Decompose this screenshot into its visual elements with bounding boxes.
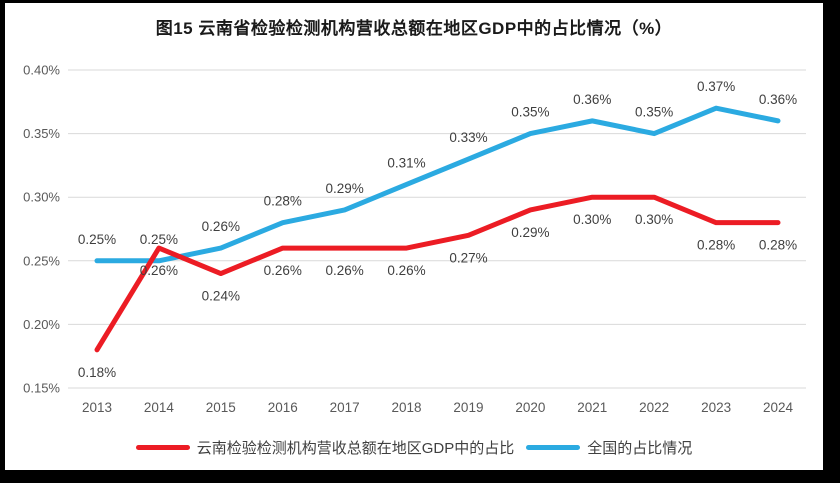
y-tick-label: 0.25% — [23, 253, 60, 268]
national-data-label: 0.25% — [140, 232, 178, 247]
yunnan-data-label: 0.26% — [140, 263, 178, 278]
x-tick-label: 2013 — [82, 400, 112, 415]
y-tick-label: 0.15% — [23, 381, 60, 396]
national-data-label: 0.25% — [78, 232, 116, 247]
legend-label-yunnan: 云南检验检测机构营收总额在地区GDP中的占比 — [196, 439, 515, 457]
x-tick-label: 2019 — [453, 400, 483, 415]
legend-label-national: 全国的占比情况 — [587, 439, 693, 457]
national-data-label: 0.33% — [449, 130, 487, 145]
y-tick-label: 0.20% — [23, 317, 60, 332]
x-tick-label: 2022 — [639, 400, 669, 415]
y-tick-label: 0.35% — [23, 126, 60, 141]
x-tick-label: 2020 — [515, 400, 545, 415]
line-chart: 0.40% 0.35% 0.30% 0.25% 0.20% 0.15% 2013 2014 20… — [23, 63, 806, 415]
legend-item-national: 全国的占比情况 — [526, 437, 692, 458]
national-data-label: 0.36% — [759, 92, 797, 107]
national-data-label: 0.35% — [635, 105, 673, 120]
yunnan-data-label: 0.28% — [697, 238, 735, 253]
yunnan-data-label: 0.26% — [264, 263, 302, 278]
yunnan-data-label: 0.27% — [449, 250, 487, 265]
yunnan-data-label: 0.30% — [635, 212, 673, 227]
national-series-line — [94, 105, 781, 264]
x-tick-label: 2018 — [392, 400, 422, 415]
x-tick-label: 2021 — [577, 400, 607, 415]
x-tick-label: 2014 — [144, 400, 175, 415]
yunnan-series-swatch — [135, 444, 190, 450]
national-data-label: 0.36% — [573, 92, 611, 107]
national-data-label: 0.35% — [511, 105, 549, 120]
x-tick-label: 2023 — [701, 400, 731, 415]
yunnan-data-label: 0.28% — [759, 238, 797, 253]
chart-panel: 图15 云南省检验检测机构营收总额在地区GDP中的占比情况（%） 0.40% 0.… — [5, 3, 823, 470]
legend-item-yunnan: 云南检验检测机构营收总额在地区GDP中的占比 — [135, 437, 515, 458]
national-series-swatch — [526, 444, 581, 450]
chart-legend: 云南检验检测机构营收总额在地区GDP中的占比 全国的占比情况 — [5, 435, 823, 459]
x-tick-label: 2017 — [330, 400, 360, 415]
yunnan-data-label: 0.18% — [78, 365, 116, 380]
national-data-label: 0.31% — [387, 155, 425, 170]
yunnan-data-label: 0.24% — [202, 289, 240, 304]
national-data-label: 0.28% — [264, 194, 302, 209]
x-tick-label: 2016 — [268, 400, 298, 415]
x-tick-label: 2015 — [206, 400, 236, 415]
yunnan-data-label: 0.29% — [511, 225, 549, 240]
national-data-label: 0.29% — [325, 181, 363, 196]
y-tick-label: 0.30% — [23, 190, 60, 205]
yunnan-data-label: 0.26% — [325, 263, 363, 278]
yunnan-series-line — [94, 194, 781, 353]
y-tick-label: 0.40% — [23, 63, 60, 78]
yunnan-data-label: 0.30% — [573, 212, 611, 227]
national-data-label: 0.26% — [202, 219, 240, 234]
national-data-label: 0.37% — [697, 79, 735, 94]
yunnan-data-label: 0.26% — [387, 263, 425, 278]
x-tick-label: 2024 — [763, 400, 794, 415]
chart-title: 图15 云南省检验检测机构营收总额在地区GDP中的占比情况（%） — [155, 19, 673, 38]
